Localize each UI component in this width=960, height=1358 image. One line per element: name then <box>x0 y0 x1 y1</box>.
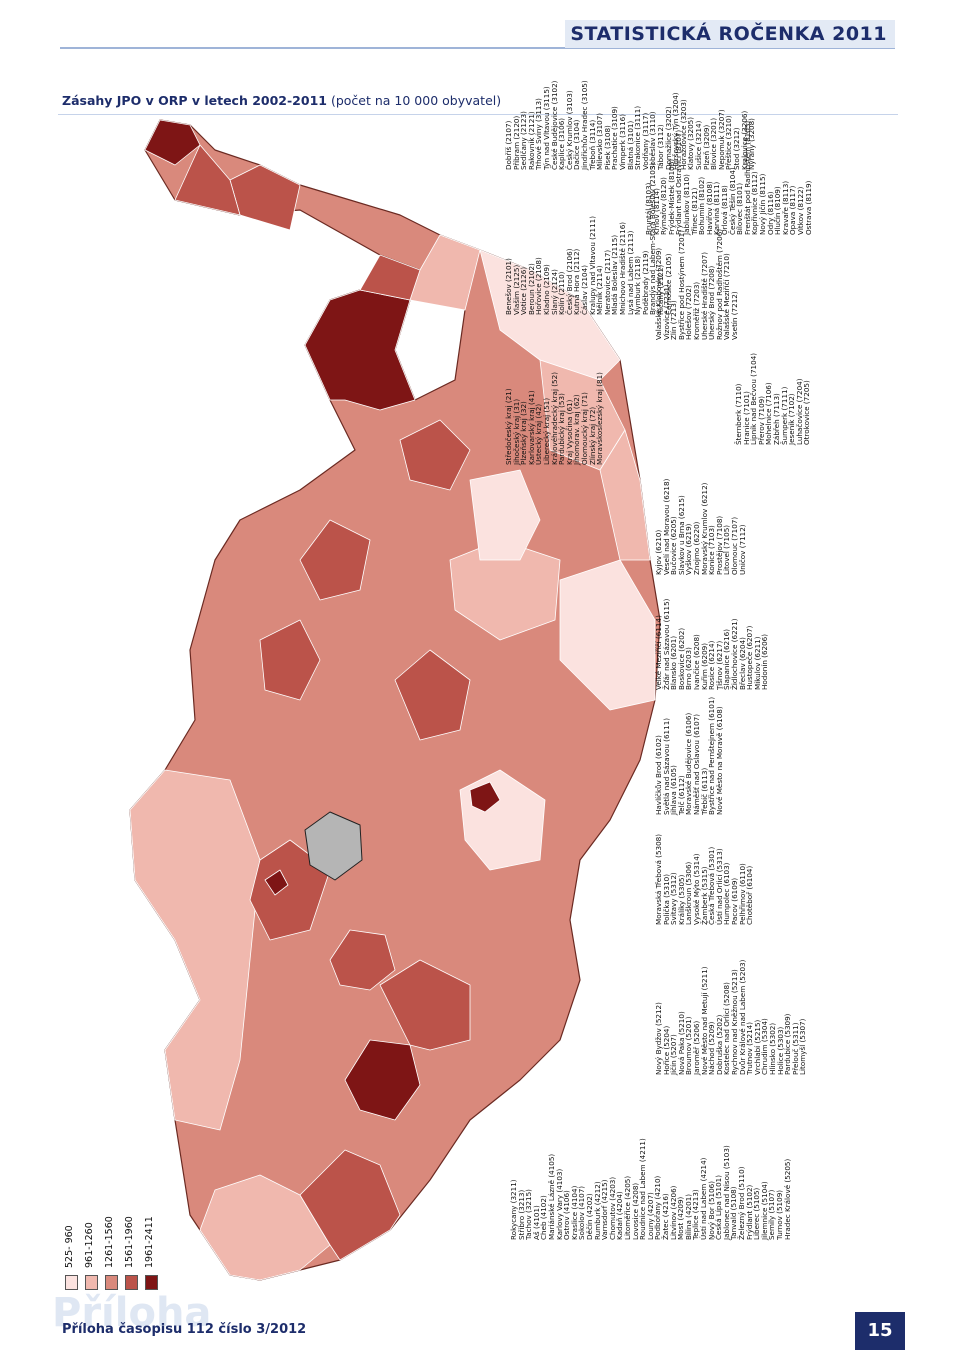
region <box>299 519 371 601</box>
map-title-main: Zásahy JPO v ORP v letech 2002-2011 <box>62 93 327 108</box>
region <box>304 289 416 411</box>
legend-swatch <box>105 1275 118 1290</box>
region <box>129 769 261 1131</box>
footer-text: Příloha časopisu 112 číslo 3/2012 <box>62 1322 307 1337</box>
district-name: Hodonín (6206) <box>760 633 770 690</box>
legend-swatch <box>65 1275 78 1290</box>
region <box>304 811 363 881</box>
rotated-panel: 525- 960 961-1260 1261-1560 1561-1960 1961-2… <box>60 80 910 1300</box>
region <box>299 1149 401 1261</box>
region <box>174 144 241 216</box>
region <box>409 234 481 311</box>
region <box>394 649 471 741</box>
district-name: Hradec Králové (5205) <box>782 1158 792 1240</box>
legend-swatch <box>125 1275 138 1290</box>
region <box>264 869 289 896</box>
district-name: Nýřany (3208) <box>747 118 757 170</box>
region <box>259 619 321 701</box>
region <box>469 781 501 813</box>
region <box>144 119 201 166</box>
district-name: Nové Město na Moravě (6108) <box>714 706 724 815</box>
header-title: STATISTICKÁ ROČENKA 2011 <box>565 20 895 48</box>
region <box>469 469 541 561</box>
page-number: 15 <box>855 1312 905 1350</box>
legend-swatch <box>85 1275 98 1290</box>
region <box>599 429 651 561</box>
header-line <box>60 47 895 49</box>
region <box>329 929 396 991</box>
district-name: Chotěboř (6104) <box>745 865 755 925</box>
legend-label: 961-1260 <box>84 1222 95 1268</box>
region <box>344 1039 421 1121</box>
district-name: Uničov (7112) <box>737 524 747 575</box>
district-name: Moravskoslezský kraj (81) <box>595 372 605 465</box>
map-subtitle: (počet na 10 000 obyvatel) <box>330 93 502 108</box>
legend-label: 1261-1560 <box>104 1216 115 1268</box>
district-name: Ostrava (8119) <box>803 180 813 235</box>
map-title: Zásahy JPO v ORP v letech 2002-2011 (poč… <box>62 93 501 108</box>
legend-label: 525- 960 <box>64 1225 75 1268</box>
district-name: Otrokovice (7205) <box>802 380 812 445</box>
watermark: Příloha <box>52 1290 212 1336</box>
region <box>399 419 471 491</box>
legend-label: 1961-2411 <box>144 1216 155 1268</box>
legend-swatch <box>145 1275 158 1290</box>
legend-label: 1561-1960 <box>124 1216 135 1268</box>
district-name: Vsetín (7212) <box>730 291 739 340</box>
region <box>229 164 301 231</box>
title-line <box>58 114 898 115</box>
district-name: Černošice (2105) <box>663 253 673 315</box>
region <box>379 959 471 1051</box>
district-name: Litomyšl (5307) <box>798 1018 808 1075</box>
